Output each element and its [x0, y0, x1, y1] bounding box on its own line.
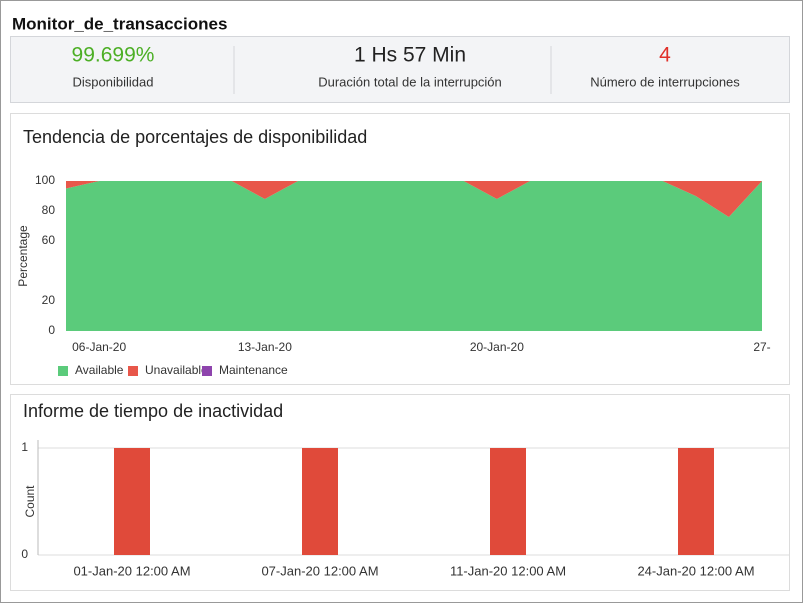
- stat-label: Número de interrupciones: [590, 74, 740, 89]
- y-tick-label: 80: [42, 203, 56, 217]
- stat-label: Disponibilidad: [73, 74, 154, 89]
- x-tick-label: 20-Jan-20: [470, 340, 524, 354]
- x-tick-label: 13-Jan-20: [238, 340, 292, 354]
- stat-label: Duración total de la interrupción: [318, 74, 502, 89]
- page-title: Monitor_de_transacciones: [12, 14, 227, 33]
- y-axis-label: Count: [23, 485, 37, 518]
- legend-swatch: [128, 366, 138, 376]
- legend-swatch: [58, 366, 68, 376]
- summary-box: [10, 36, 790, 103]
- legend-label: Available: [75, 363, 124, 377]
- x-tick-label: 07-Jan-20 12:00 AM: [261, 563, 378, 578]
- stat-value: 1 Hs 57 Min: [354, 44, 466, 67]
- y-axis-label: Percentage: [16, 225, 30, 287]
- y-tick-label: 60: [42, 233, 56, 247]
- x-tick-label: 01-Jan-20 12:00 AM: [73, 563, 190, 578]
- legend-label: Unavailable: [145, 363, 208, 377]
- stat-value: 4: [659, 44, 671, 67]
- bar: [302, 448, 338, 555]
- bar: [114, 448, 150, 555]
- area: [66, 181, 762, 217]
- y-tick-label: 100: [35, 173, 55, 187]
- x-tick-label: 27-: [753, 340, 770, 354]
- y-tick-label: 0: [21, 547, 28, 561]
- chart-title: Tendencia de porcentajes de disponibilid…: [23, 127, 367, 147]
- x-tick-label: 06-Jan-20: [72, 340, 126, 354]
- bar: [490, 448, 526, 555]
- legend-swatch: [202, 366, 212, 376]
- y-tick-label: 0: [48, 323, 55, 337]
- y-tick-label: 20: [42, 293, 56, 307]
- y-tick-label: 1: [21, 440, 28, 454]
- legend-label: Maintenance: [219, 363, 288, 377]
- bar: [678, 448, 714, 555]
- x-tick-label: 11-Jan-20 12:00 AM: [450, 563, 566, 578]
- area: [66, 181, 762, 331]
- x-tick-label: 24-Jan-20 12:00 AM: [637, 563, 754, 578]
- chart-title: Informe de tiempo de inactividad: [23, 401, 283, 421]
- stat-value: 99.699%: [72, 44, 155, 67]
